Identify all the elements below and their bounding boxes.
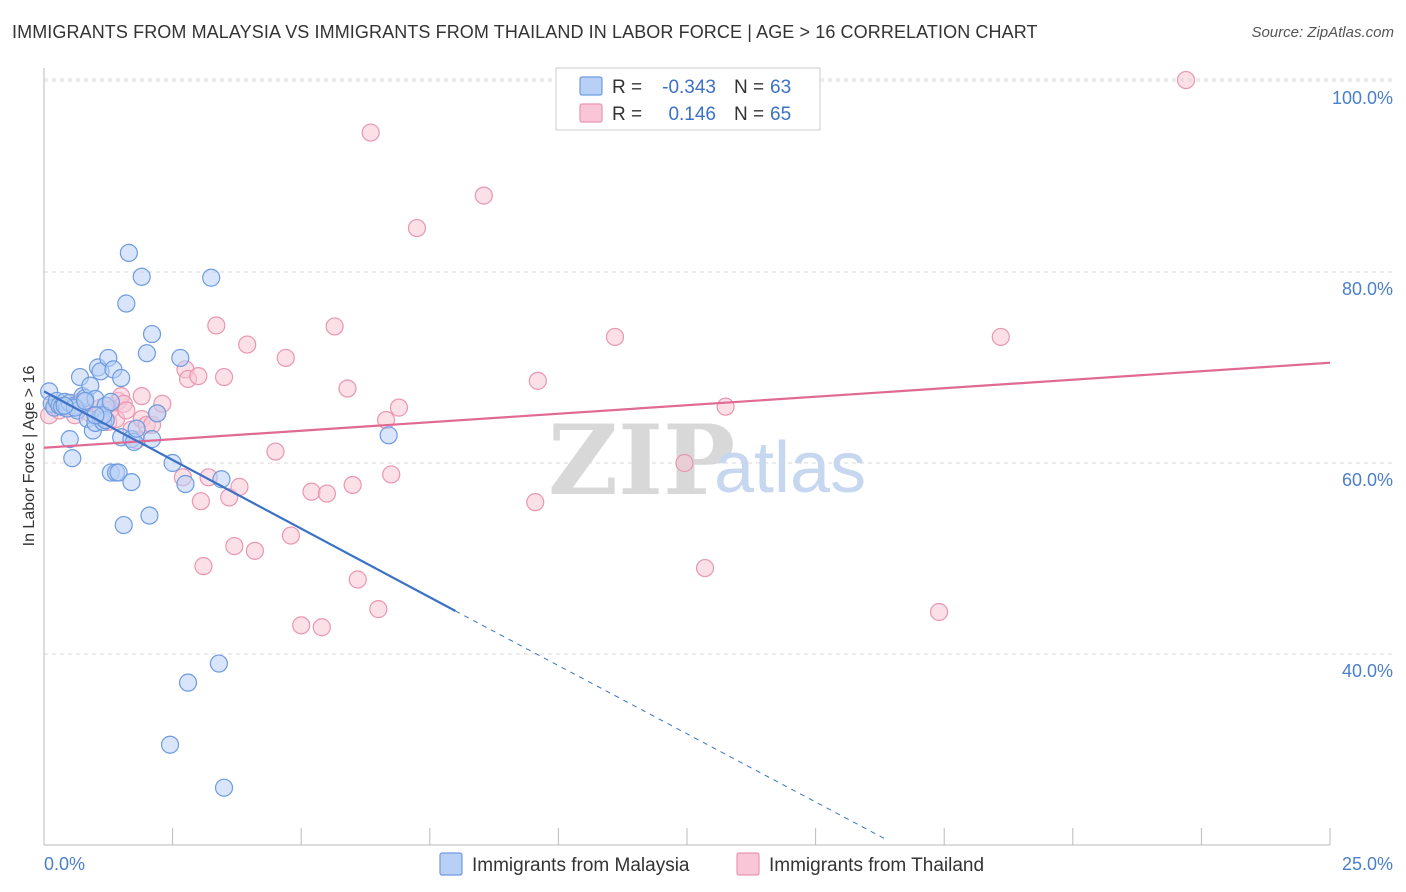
- thailand-point: [605, 327, 625, 347]
- thailand-point: [194, 557, 213, 576]
- thailand-point: [132, 387, 151, 406]
- thailand-point: [929, 602, 949, 622]
- thailand-point: [214, 367, 234, 387]
- malaysia-point: [60, 430, 79, 449]
- malaysia-point: [142, 324, 162, 344]
- malaysia-point: [114, 515, 133, 535]
- legend-r-value-thailand: 0.146: [668, 104, 716, 125]
- thailand-point: [317, 484, 337, 503]
- thailand-point: [325, 317, 344, 336]
- legend-swatch-thailand: [579, 103, 603, 123]
- malaysia-point: [117, 294, 136, 313]
- legend-n-value-malaysia: 63: [770, 77, 791, 98]
- legend-r-label-malaysia: R =: [612, 77, 642, 98]
- thailand-point: [245, 541, 265, 560]
- thailand-point: [369, 600, 388, 619]
- gridlines: [44, 78, 1395, 655]
- thailand-point: [526, 493, 545, 512]
- malaysia-point: [112, 368, 131, 388]
- watermark-atlas: atlas: [714, 428, 866, 508]
- x-tick-label-max: 25.0%: [1342, 854, 1393, 874]
- x-ticks: 0.0% 25.0%: [43, 828, 1393, 874]
- y-tick-label: 40.0%: [1342, 661, 1393, 681]
- thailand-point: [528, 371, 547, 390]
- malaysia-point: [202, 268, 221, 287]
- thailand-point: [382, 465, 401, 484]
- thailand-point: [361, 123, 380, 142]
- malaysia-point: [137, 344, 156, 363]
- thailand-point: [1176, 70, 1196, 90]
- thailand-point: [266, 442, 285, 461]
- thailand-points: [40, 70, 1196, 637]
- y-tick-label: 80.0%: [1342, 279, 1393, 299]
- malaysia-point: [119, 243, 138, 262]
- series-legend-swatch-malaysia: [439, 852, 463, 876]
- thailand-point: [338, 379, 357, 398]
- y-tick-label: 60.0%: [1342, 470, 1393, 490]
- malaysia-point: [132, 267, 151, 286]
- thailand-point: [189, 366, 208, 386]
- thailand-point: [276, 348, 295, 368]
- thailand-point: [238, 335, 257, 354]
- series-legend-swatch-thailand: [736, 852, 760, 876]
- thailand-point: [191, 492, 210, 511]
- thailand-point: [281, 526, 301, 545]
- malaysia-point: [140, 506, 159, 525]
- correlation-legend: R = -0.343 N = 63 R = 0.146 N = 65: [555, 67, 821, 131]
- malaysia-point: [176, 474, 195, 494]
- trend-lines: [43, 361, 1331, 841]
- source-credit: Source: ZipAtlas.com: [1251, 24, 1394, 41]
- legend-swatch-malaysia: [579, 76, 603, 96]
- x-tick-label-min: 0.0%: [44, 854, 85, 874]
- thailand-point: [474, 186, 493, 205]
- legend-r-label-thailand: R =: [612, 104, 642, 125]
- y-axis-label: In Labor Force | Age > 16: [21, 366, 38, 547]
- legend-r-value-malaysia: -0.343: [662, 77, 716, 98]
- thailand-point: [695, 558, 715, 578]
- malaysia-point: [160, 735, 180, 754]
- thailand-point: [389, 398, 409, 417]
- thailand-point: [302, 482, 321, 501]
- y-tick-labels: 40.0% 60.0% 80.0% 100.0%: [1332, 88, 1393, 681]
- malaysia-point: [178, 673, 198, 692]
- legend-n-value-thailand: 65: [770, 104, 791, 125]
- series-legend: Immigrants from Malaysia Immigrants from…: [439, 852, 984, 876]
- chart-title: IMMIGRANTS FROM MALAYSIA VS IMMIGRANTS F…: [12, 22, 1038, 42]
- series-legend-malaysia: Immigrants from Malaysia: [472, 855, 690, 876]
- thailand-point: [407, 218, 427, 238]
- legend-n-label-malaysia: N =: [734, 77, 764, 98]
- malaysia-point: [214, 778, 234, 797]
- malaysia-point: [209, 654, 228, 673]
- thailand-point: [716, 397, 735, 416]
- malaysia-trend-extension: [455, 610, 888, 841]
- thailand-point: [348, 570, 367, 589]
- thailand-point: [207, 316, 226, 335]
- malaysia-point: [101, 392, 120, 411]
- watermark-zip: ZIP: [548, 404, 735, 517]
- thailand-point: [292, 616, 311, 635]
- series-legend-thailand: Immigrants from Thailand: [769, 855, 984, 876]
- thailand-point: [117, 401, 136, 420]
- thailand-point: [675, 453, 694, 473]
- thailand-point: [312, 618, 331, 637]
- thailand-point: [225, 536, 244, 556]
- thailand-point: [991, 327, 1010, 347]
- malaysia-point: [171, 348, 190, 368]
- malaysia-trend-line: [43, 390, 457, 612]
- malaysia-point: [127, 419, 146, 438]
- legend-n-label-thailand: N =: [734, 104, 764, 125]
- malaysia-point: [379, 426, 398, 445]
- malaysia-points: [40, 243, 398, 797]
- malaysia-point: [109, 463, 128, 482]
- malaysia-point: [122, 473, 141, 492]
- thailand-point: [343, 475, 362, 495]
- malaysia-point: [63, 449, 82, 468]
- y-tick-label: 100.0%: [1332, 88, 1393, 108]
- malaysia-point: [76, 391, 95, 411]
- thailand-trend-line: [43, 361, 1331, 449]
- malaysia-point: [148, 404, 167, 423]
